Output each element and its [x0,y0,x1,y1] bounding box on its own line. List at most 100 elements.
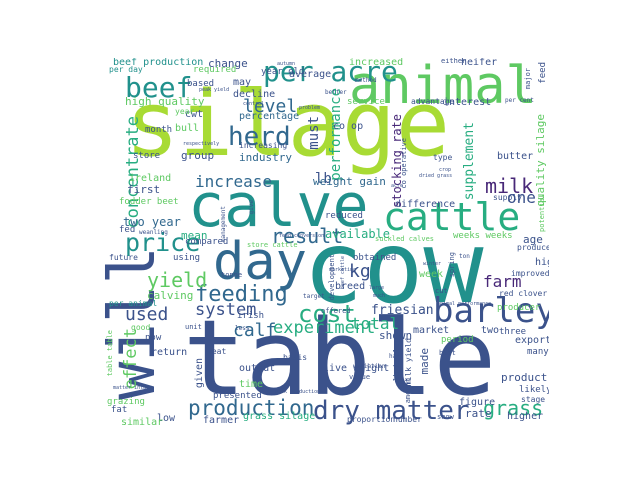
word-development: development [328,254,336,301]
word-proportion: proportion [347,415,396,424]
word-experiment: experiment [273,318,376,338]
word-less: less [235,325,250,332]
word-calve: calve [188,171,369,241]
word-similar: similar [121,417,164,428]
word-cost: cost [298,300,356,328]
word-using: using [173,253,201,263]
word-likely: likely [519,385,549,395]
word-year: year [175,107,195,116]
word-ireland: ireland [129,173,172,184]
word-first: first [127,183,161,196]
word-animal: animal [349,58,537,116]
word-grass-silage: grass silage [243,411,316,422]
word-unit: unit [185,323,202,331]
word-show: show [437,413,454,421]
word-butter: butter [497,151,534,162]
word-decline: decline [233,89,276,100]
word-interest: interest [443,97,492,108]
word-difference: difference [395,199,456,210]
word-milk: milk [485,174,534,198]
word-level: level [243,96,298,117]
word-many: many [527,347,549,357]
word-fat: fat [111,405,128,415]
word-autumn: autumn [277,61,296,67]
word-system: system [195,300,257,320]
word-either: either [441,58,467,65]
word-price: price [125,228,201,257]
word-per-animal: per animal [109,299,158,308]
word-co-operative: co operative [400,138,408,189]
word-lb: lb [315,171,332,187]
word-week: week [419,269,444,280]
word-live-weight: live weight [323,363,390,374]
word-marketing: marketing [329,267,357,273]
word-grass: grass [483,396,544,420]
word-quality-silage: quality silage [534,114,547,207]
word-irish: irish [237,311,265,321]
word-meat: meat [207,347,227,356]
word-return: return [151,347,188,358]
word-friesian: friesian [371,303,434,318]
word-barley: barley [433,291,549,331]
word-percentage: percentage [239,111,300,122]
word-give: give [248,200,255,215]
word-output: output [239,363,276,374]
word-half: half [389,353,404,360]
word-control: control [243,101,265,107]
word-performance: performance [328,88,344,181]
word-change: change [208,58,248,70]
word-cut: cut [435,287,448,295]
word-must: must [306,116,322,150]
word-future: future [109,253,138,262]
word-increase: increase [195,172,273,191]
word-red-clover: red clover [499,289,548,298]
word-effect: effect [121,328,141,390]
word-breed: breed [335,281,366,292]
word-table-table: table table [106,330,114,377]
word-figure: figure [459,397,496,408]
word-tonne: tonne [221,271,243,279]
word-three: three [499,327,527,337]
word-now: now [145,333,162,343]
word-used: used [125,304,169,325]
word-peak-yield: peak yield [199,87,230,93]
word-dry-matter: dry matter [313,396,470,426]
word-available: available [325,227,391,241]
word-herd: herd [228,122,291,152]
word-given: given [194,358,205,389]
word-best: best [439,349,456,357]
word-grazing: grazing [107,397,145,407]
word-based: based [187,79,215,89]
word-potential: potential [538,194,546,232]
word-time: time [239,379,264,390]
word-weeks-weeks: weeks weeks [453,231,513,241]
word-good: good [131,323,151,332]
word-problem: problem [299,105,321,111]
word-bull: bull [175,123,200,134]
word-supplement: supplement [462,122,477,201]
word-result: result [271,224,344,248]
word-age: age [523,233,543,246]
word-average: average [289,69,332,80]
word-improved: improved [511,269,549,278]
word-acre: acre [391,183,404,189]
word-weanling: weanling [139,229,168,236]
word-beef-production: beef production [113,58,204,68]
word-suckled-calves: suckled calves [375,235,435,243]
word-per-cent: per cent [505,97,534,104]
word-cloud: silage cow table calve animal will day c… [103,58,549,428]
word-production: production [188,396,315,420]
word-total: total [351,314,400,333]
word-industry: industry [239,151,292,164]
word-service: service [347,97,385,107]
word-feed: feed [538,62,548,84]
word-reduced: reduced [325,211,363,221]
word-offered: offered [321,307,351,315]
word-per-acre: per acre [263,58,398,88]
word-beef-cattle: beef cattle [340,256,346,290]
word-much: much [373,293,386,299]
word-farmer: farmer [203,415,240,426]
word-two: two [481,325,500,336]
word-made: made [418,348,431,375]
word-farm: farm [483,272,522,291]
